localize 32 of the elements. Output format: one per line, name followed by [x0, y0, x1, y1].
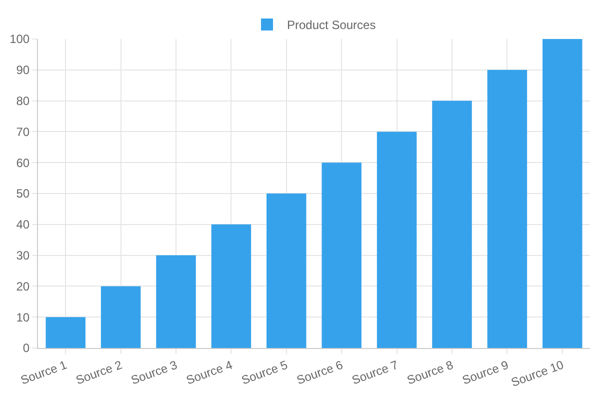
x-tick-label: Source 6 — [294, 358, 345, 388]
x-tick-label: Source 9 — [460, 358, 511, 388]
x-tick-label: Source 1 — [18, 358, 69, 388]
x-tick-label: Source 7 — [350, 358, 400, 388]
x-tick-label: Source 5 — [240, 358, 290, 388]
y-tick-label: 60 — [16, 156, 30, 170]
bar — [46, 317, 86, 348]
x-tick-label: Source 3 — [129, 358, 180, 388]
bar — [211, 224, 252, 348]
bar — [322, 162, 362, 348]
y-tick-label: 70 — [16, 124, 30, 139]
bar — [542, 39, 582, 348]
y-tick-label: 30 — [16, 248, 30, 262]
y-tick-label: 0 — [22, 341, 30, 356]
legend-label: Product Sources — [287, 18, 376, 32]
bar — [266, 194, 306, 348]
x-tick-label: Source 2 — [74, 358, 124, 388]
bar — [376, 132, 417, 348]
bar — [156, 255, 196, 348]
y-tick-label: 10 — [16, 310, 30, 324]
x-tick-label: Source 10 — [509, 358, 566, 390]
x-tick-label: Source 8 — [405, 358, 456, 388]
y-tick-label: 50 — [16, 186, 30, 201]
x-tick-label: Source 4 — [184, 358, 235, 388]
bar — [100, 286, 141, 348]
y-tick-label: 90 — [16, 63, 30, 78]
y-tick-label: 80 — [16, 94, 30, 108]
bar — [432, 100, 472, 348]
y-tick-label: 40 — [16, 218, 30, 232]
y-tick-label: 20 — [16, 279, 30, 294]
y-tick-label: 100 — [10, 32, 30, 46]
bar — [487, 70, 528, 348]
